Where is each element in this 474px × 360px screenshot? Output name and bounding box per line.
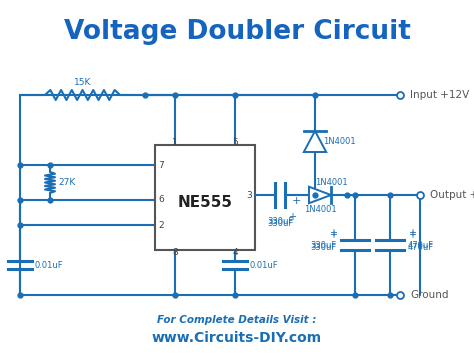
Polygon shape bbox=[304, 131, 326, 152]
Text: 6: 6 bbox=[158, 195, 164, 204]
Text: 27K: 27K bbox=[58, 178, 75, 187]
Text: 1N4001: 1N4001 bbox=[315, 178, 347, 187]
Text: +: + bbox=[288, 212, 296, 222]
Text: 330uF: 330uF bbox=[267, 219, 293, 228]
Text: Input +12V: Input +12V bbox=[410, 90, 469, 100]
Bar bbox=[155, 145, 255, 250]
Text: 5: 5 bbox=[232, 138, 238, 147]
Text: 0.01uF: 0.01uF bbox=[35, 261, 64, 270]
Text: 330uF: 330uF bbox=[311, 242, 337, 251]
Text: 7: 7 bbox=[158, 161, 164, 170]
Text: +: + bbox=[329, 228, 337, 238]
Text: 470uF: 470uF bbox=[408, 242, 434, 251]
Text: +: + bbox=[408, 230, 416, 240]
Text: 330uF: 330uF bbox=[267, 217, 293, 226]
Text: 0.01uF: 0.01uF bbox=[250, 261, 279, 270]
Text: www.Circuits-DIY.com: www.Circuits-DIY.com bbox=[152, 331, 322, 345]
Text: +: + bbox=[408, 228, 416, 238]
Text: 1: 1 bbox=[172, 138, 178, 147]
Text: Ground: Ground bbox=[410, 290, 448, 300]
Text: 4: 4 bbox=[232, 248, 238, 257]
Text: For Complete Details Visit :: For Complete Details Visit : bbox=[157, 315, 317, 325]
Text: Output +24V: Output +24V bbox=[430, 190, 474, 200]
Text: 330uF: 330uF bbox=[311, 243, 337, 252]
Text: 1N4001: 1N4001 bbox=[304, 205, 337, 214]
Text: 2: 2 bbox=[158, 220, 164, 230]
Text: Voltage Doubler Circuit: Voltage Doubler Circuit bbox=[64, 19, 410, 45]
Text: 15K: 15K bbox=[74, 78, 91, 87]
Text: 470uF: 470uF bbox=[408, 243, 434, 252]
Text: 3: 3 bbox=[246, 190, 252, 199]
Text: NE555: NE555 bbox=[177, 195, 233, 210]
Text: 1N4001: 1N4001 bbox=[323, 136, 356, 145]
Text: +: + bbox=[329, 230, 337, 240]
Polygon shape bbox=[309, 187, 331, 203]
Text: 8: 8 bbox=[172, 248, 178, 257]
Text: +: + bbox=[292, 196, 301, 206]
